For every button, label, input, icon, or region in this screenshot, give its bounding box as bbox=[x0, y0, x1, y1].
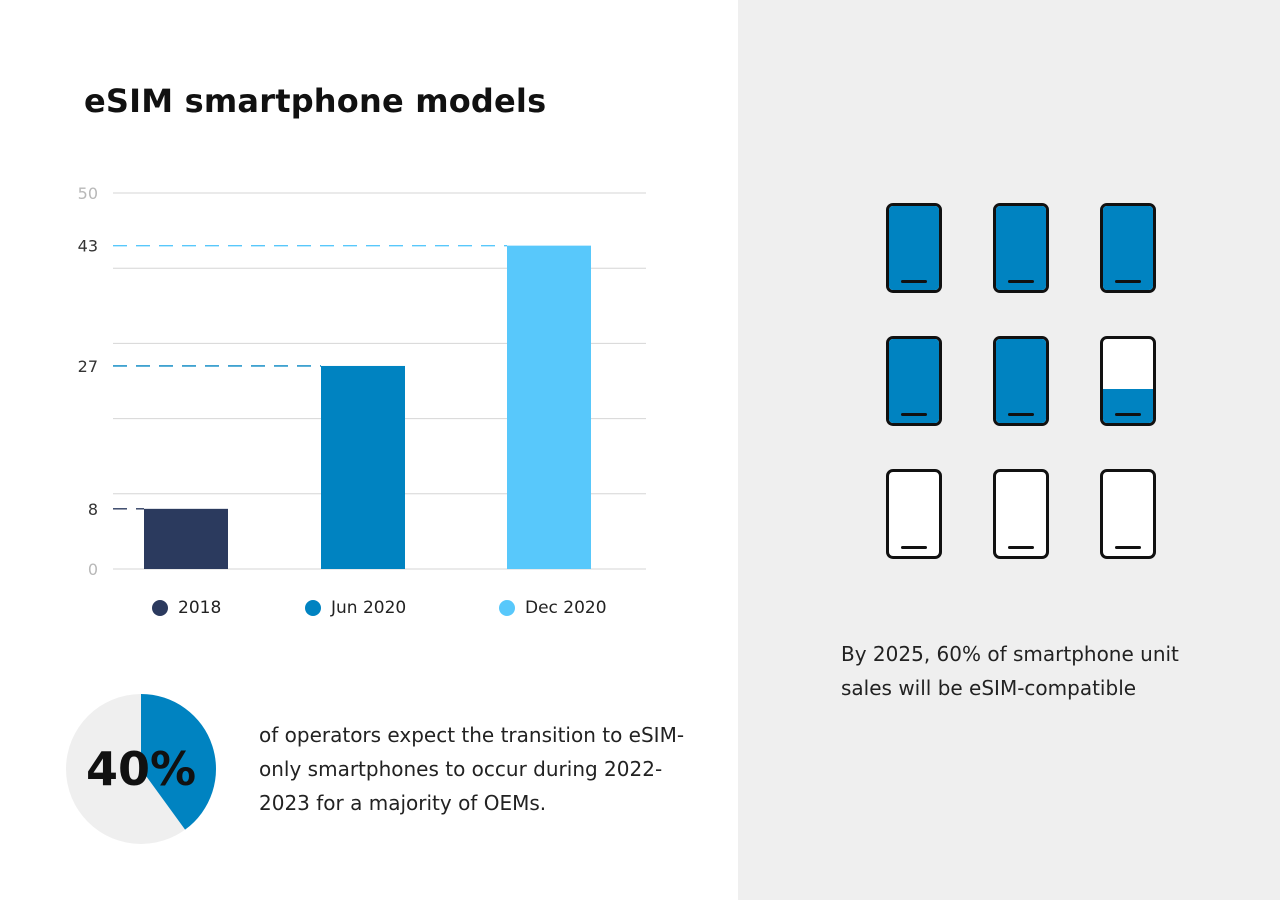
legend-item-jun-2020: Jun 2020 bbox=[305, 598, 499, 618]
operators-stat-text: of operators expect the transition to eS… bbox=[259, 723, 685, 815]
legend-dot-jun-2020 bbox=[305, 600, 321, 616]
bar-2018 bbox=[144, 508, 228, 569]
phone-fill bbox=[996, 206, 1046, 290]
esim-forecast-text: By 2025, 60% of smartphone unit sales wi… bbox=[841, 642, 1179, 700]
y-tick-label-0: 0 bbox=[88, 560, 98, 579]
y-tick-label-27: 27 bbox=[78, 357, 98, 376]
phone-home-bar bbox=[1115, 546, 1141, 549]
percent-pie-chart bbox=[66, 694, 216, 844]
bar-jun-2020 bbox=[321, 365, 405, 569]
phone-fill bbox=[889, 339, 939, 423]
phone-home-bar bbox=[1008, 280, 1034, 283]
phone-icon bbox=[886, 336, 942, 426]
phone-fill bbox=[889, 206, 939, 290]
legend-label-jun-2020: Jun 2020 bbox=[331, 598, 407, 618]
phone-home-bar bbox=[901, 413, 927, 416]
bar-dec-2020 bbox=[507, 245, 591, 569]
phone-icon bbox=[993, 336, 1049, 426]
phone-home-bar bbox=[1115, 413, 1141, 416]
pie-percent-label: 40% bbox=[85, 742, 197, 796]
chart-legend: 2018 Jun 2020 Dec 2020 bbox=[152, 598, 607, 618]
phone-fill bbox=[1103, 206, 1153, 290]
legend-dot-2018 bbox=[152, 600, 168, 616]
legend-item-dec-2020: Dec 2020 bbox=[499, 598, 607, 618]
chart-title: eSIM smartphone models bbox=[84, 82, 547, 120]
legend-label-2018: 2018 bbox=[178, 598, 222, 618]
phone-home-bar bbox=[1008, 546, 1034, 549]
phone-fill bbox=[1103, 389, 1153, 423]
right-panel bbox=[738, 0, 1280, 900]
phone-home-bar bbox=[901, 546, 927, 549]
y-tick-label-8: 8 bbox=[88, 500, 98, 519]
phone-icon bbox=[1100, 203, 1156, 293]
y-tick-label-50: 50 bbox=[78, 184, 98, 203]
phone-icon bbox=[886, 203, 942, 293]
legend-label-dec-2020: Dec 2020 bbox=[525, 598, 607, 618]
legend-item-2018: 2018 bbox=[152, 598, 305, 618]
phone-home-bar bbox=[1115, 280, 1141, 283]
phone-icon bbox=[1100, 336, 1156, 426]
phone-icon bbox=[993, 469, 1049, 559]
phone-home-bar bbox=[901, 280, 927, 283]
pie-highlight-slice bbox=[141, 694, 216, 830]
legend-dot-dec-2020 bbox=[499, 600, 515, 616]
phone-home-bar bbox=[1008, 413, 1034, 416]
y-tick-label-43: 43 bbox=[78, 237, 98, 256]
phone-icon bbox=[886, 469, 942, 559]
phone-fill bbox=[996, 339, 1046, 423]
phone-icon bbox=[1100, 469, 1156, 559]
phone-icon bbox=[993, 203, 1049, 293]
bar-chart: 0 8 27 43 50 bbox=[78, 184, 646, 579]
